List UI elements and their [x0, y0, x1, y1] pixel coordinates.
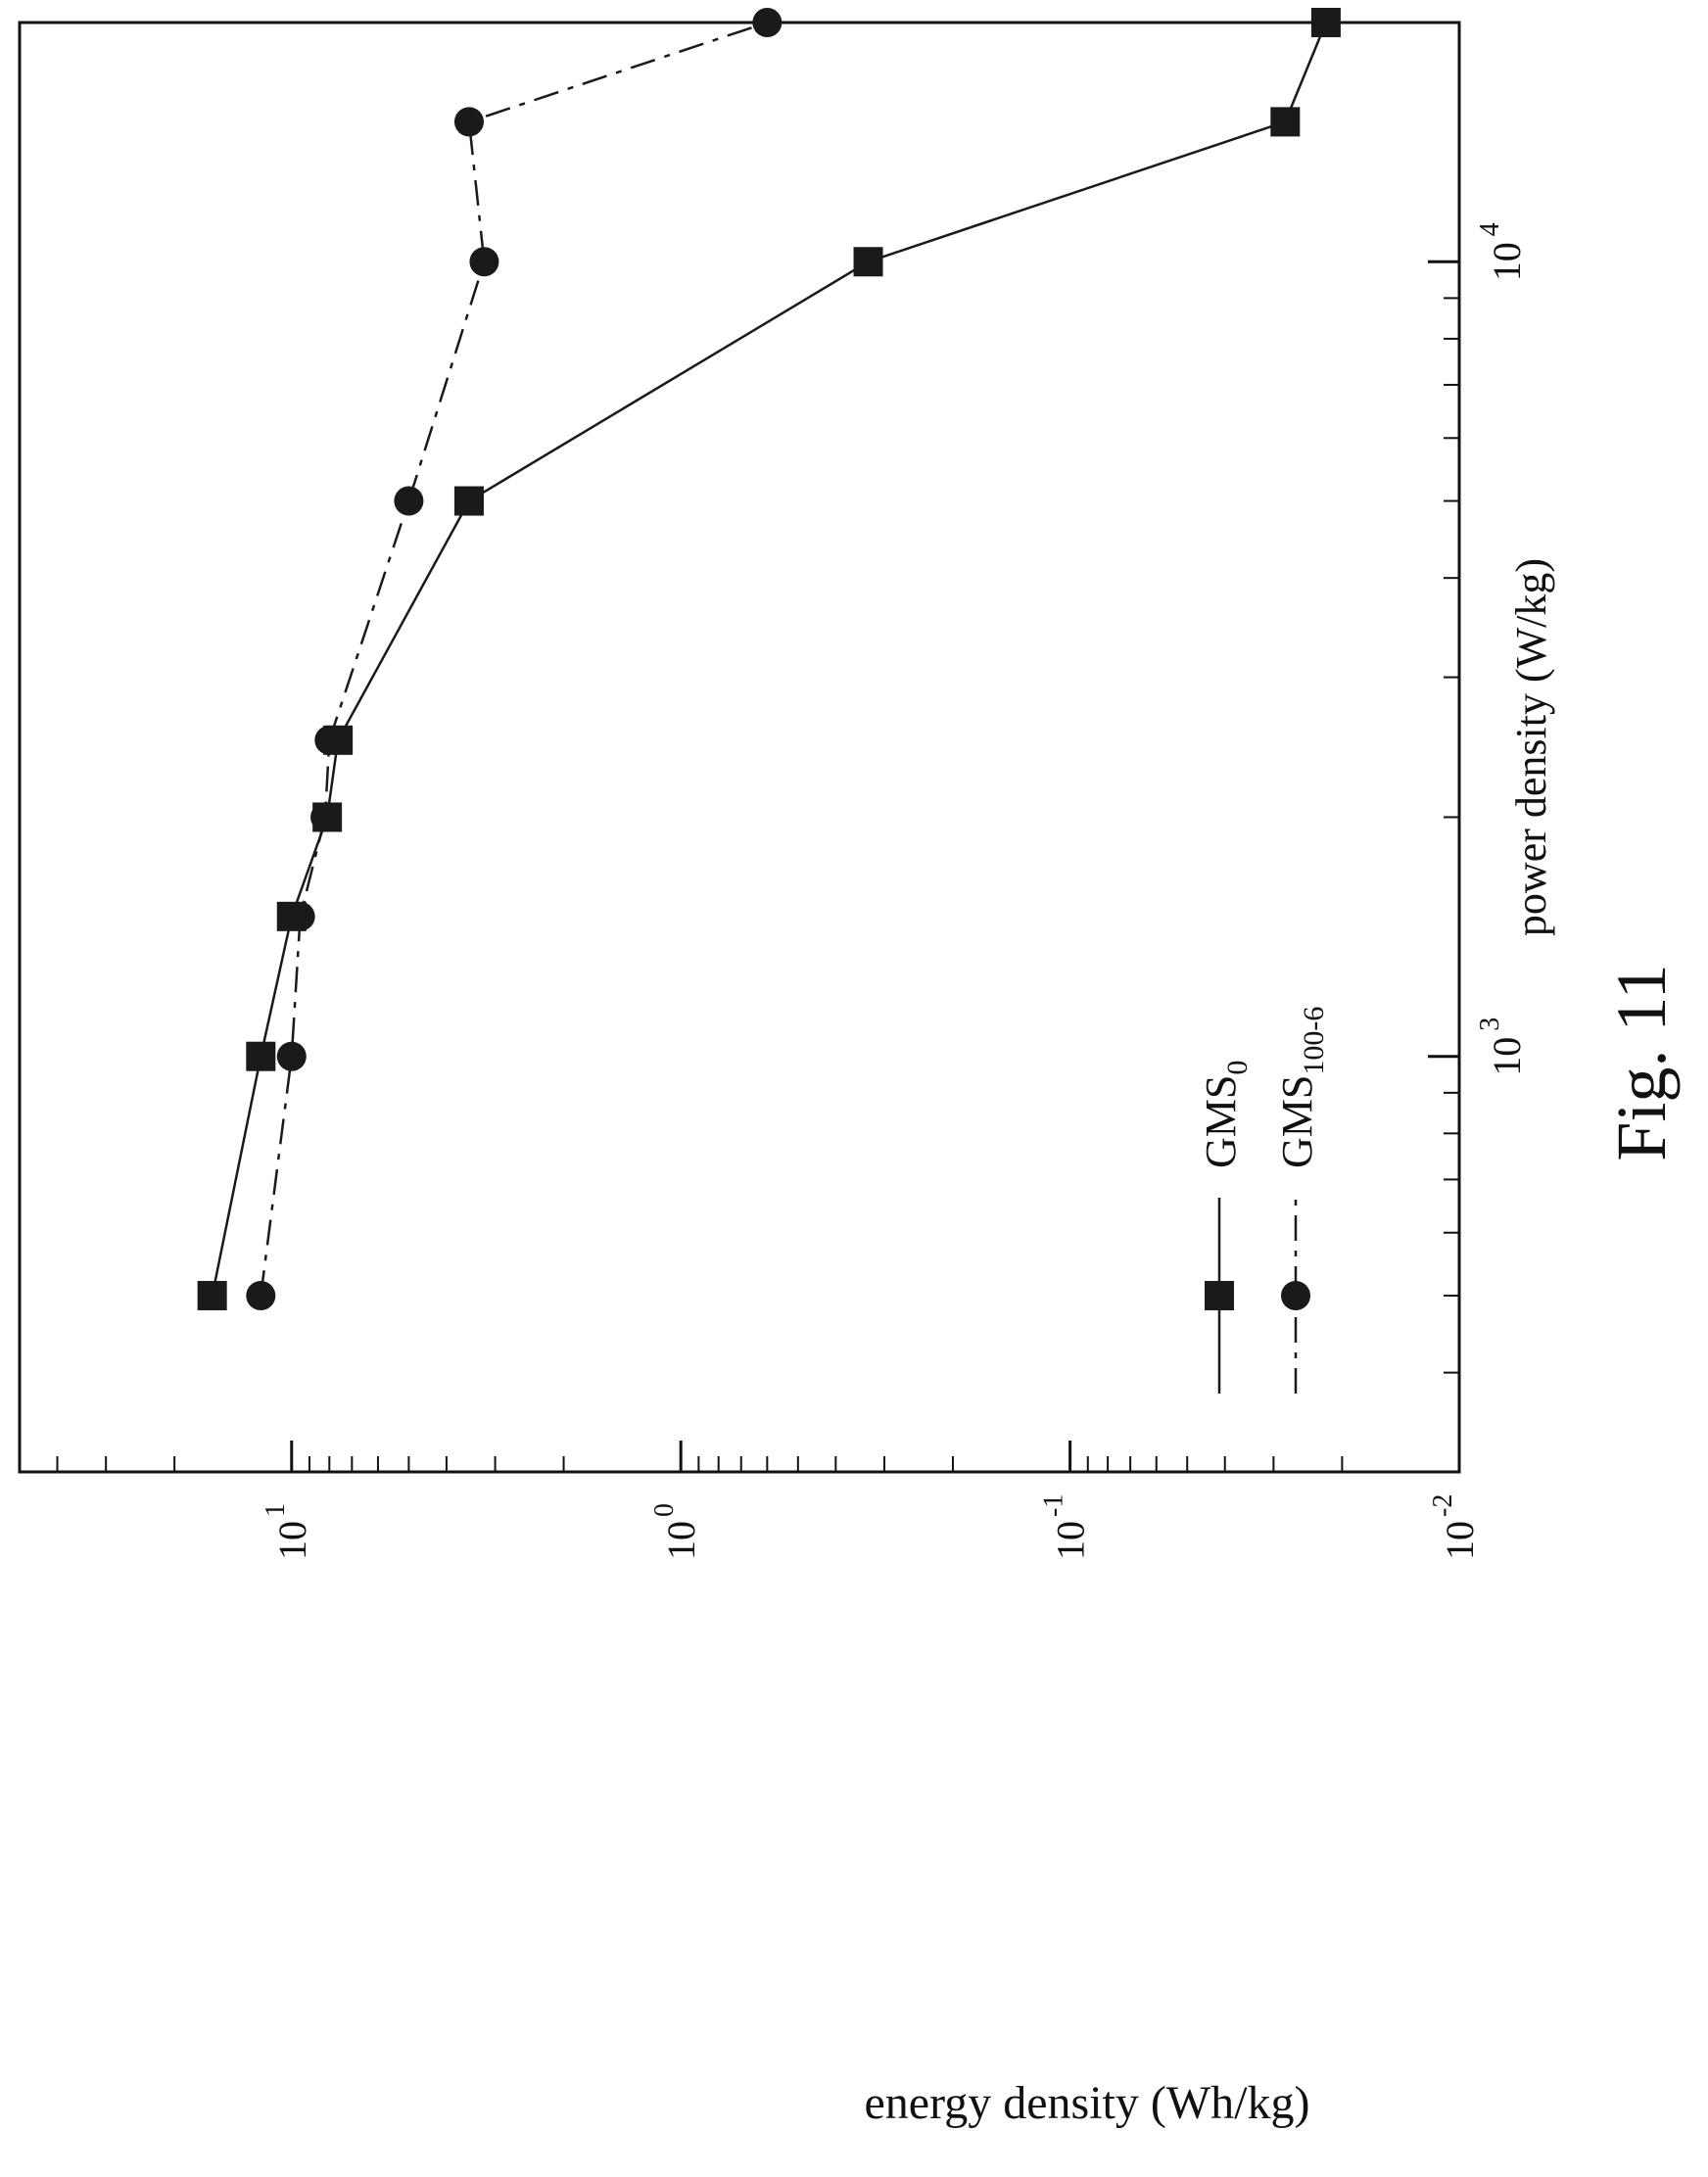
- series-0-point: [246, 1041, 276, 1071]
- x-tick-label: 104: [1475, 222, 1529, 281]
- svg-text:-1: -1: [1039, 1494, 1069, 1517]
- x-axis-major-ticks: [1428, 260, 1459, 1059]
- figure-caption: Fig. 11: [1602, 964, 1681, 1160]
- series-1-point: [469, 247, 499, 277]
- series-1-point: [752, 8, 783, 37]
- svg-text:-2: -2: [1428, 1494, 1458, 1517]
- svg-text:10: 10: [1049, 1521, 1093, 1560]
- y-tick-label: 101: [261, 1503, 314, 1560]
- legend-marker-1: [1281, 1281, 1310, 1310]
- series-1-point: [276, 1041, 307, 1071]
- legend-marker-0: [1205, 1281, 1234, 1310]
- series-0-point: [1270, 107, 1301, 137]
- x-axis-minor-ticks: [1444, 22, 1459, 1473]
- series-1-point: [246, 1280, 276, 1310]
- legend-label-0: GMS0: [1197, 1061, 1254, 1168]
- legend: GMS0 GMS100-6: [1197, 1007, 1330, 1394]
- svg-text:10: 10: [659, 1521, 703, 1560]
- svg-text:0: 0: [649, 1503, 680, 1517]
- y-tick-label: 10-1: [1039, 1494, 1093, 1560]
- series-1: [246, 8, 783, 1310]
- series-layer: [197, 8, 1341, 1310]
- y-tick-label: 100: [649, 1503, 703, 1560]
- series-0-point: [853, 247, 883, 277]
- plot-frame: [18, 21, 1461, 1474]
- svg-text:3: 3: [1475, 1018, 1505, 1031]
- series-0-point: [197, 1280, 227, 1310]
- series-1-point: [394, 486, 424, 516]
- svg-text:10: 10: [270, 1521, 314, 1560]
- series-1-point: [310, 802, 341, 832]
- x-axis-label: power density (W/kg): [1507, 558, 1555, 936]
- y-tick-label: 10-2: [1428, 1494, 1482, 1560]
- svg-text:4: 4: [1475, 222, 1505, 236]
- legend-entry-0: GMS0: [1197, 1061, 1254, 1394]
- y-axis-label: energy density (Wh/kg): [865, 2077, 1310, 2129]
- svg-text:10: 10: [1485, 242, 1529, 281]
- series-1-point: [453, 107, 484, 137]
- series-0-point: [1310, 8, 1341, 37]
- y-axis-minor-ticks: [19, 1456, 1344, 1472]
- series-1-point: [285, 901, 315, 931]
- series-0-point: [453, 486, 484, 516]
- series-1-point: [314, 725, 345, 755]
- svg-text:1: 1: [261, 1503, 291, 1517]
- x-tick-label: 103: [1475, 1018, 1529, 1076]
- legend-entry-1: GMS100-6: [1273, 1007, 1330, 1394]
- svg-text:10: 10: [1485, 1037, 1529, 1076]
- y-axis-major-ticks: [290, 1441, 1461, 1472]
- legend-label-1: GMS100-6: [1273, 1007, 1330, 1168]
- svg-text:10: 10: [1438, 1521, 1482, 1560]
